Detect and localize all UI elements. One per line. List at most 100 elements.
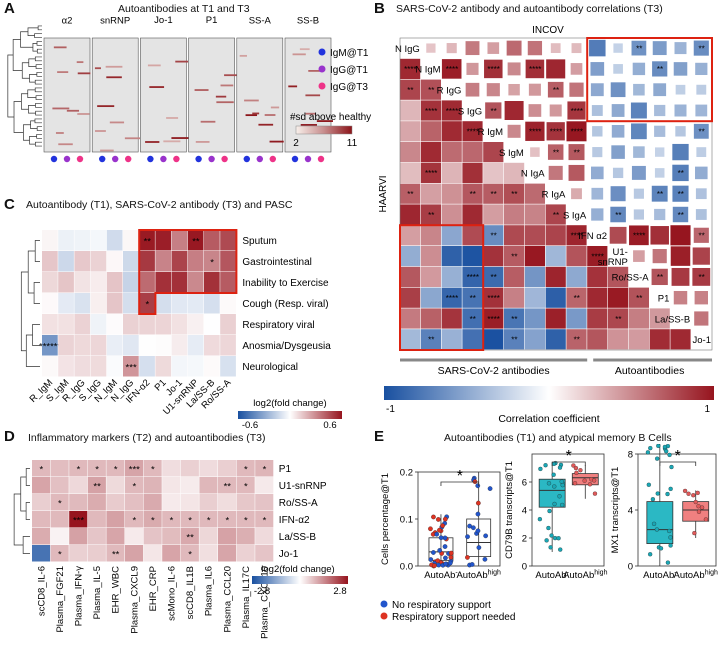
panel-a-signal-cell <box>195 141 210 143</box>
panel-b-cell <box>587 329 608 350</box>
panel-d-star: * <box>244 482 248 493</box>
panel-c-cell <box>155 335 172 356</box>
panel-c-cell <box>171 293 188 314</box>
panel-d-row-label: P1 <box>279 464 292 475</box>
panel-b-cell <box>466 62 479 75</box>
panel-a-signal-cell <box>105 65 123 68</box>
panel-b-star: **** <box>529 128 541 137</box>
panel-e-point <box>656 444 661 448</box>
panel-a-signal-cell <box>258 123 274 126</box>
panel-b-cell <box>462 246 483 267</box>
panel-c-row-label: Inability to Exercise <box>242 278 329 289</box>
panel-a-signal-cell <box>300 124 317 126</box>
panel-e-category-label: AutoAbhigh <box>563 570 608 582</box>
panel-a-signal-cell <box>53 46 67 49</box>
panel-d-cell <box>218 545 237 562</box>
panel-b-cell <box>546 59 566 79</box>
panel-b-colorbar-max: 1 <box>704 404 710 415</box>
panel-b-cell <box>611 104 625 117</box>
panel-e-point <box>574 470 579 475</box>
panel-e-point <box>440 523 445 529</box>
panel-e-point <box>651 521 657 526</box>
panel-b-cell <box>441 287 462 308</box>
panel-d-row-label: Ro/SS-A <box>279 498 318 509</box>
panel-b-cell <box>441 308 462 329</box>
panel-a-timepoint-dot <box>76 155 84 163</box>
panel-b-cell <box>504 329 525 350</box>
panel-e-point <box>662 444 668 450</box>
panel-b-cell <box>591 105 603 116</box>
dendrogram-branch <box>13 493 24 546</box>
panel-a-timepoint-dot <box>208 155 215 163</box>
panel-a-timepoint-dot <box>112 155 119 163</box>
panel-e-point <box>544 538 549 543</box>
panel-c-cell <box>139 356 155 377</box>
dendrogram-branch <box>35 95 42 100</box>
panel-a-signal-cell <box>66 109 80 112</box>
panel-b-cell <box>608 287 629 308</box>
panel-d-column-label: EHR_CRP <box>148 566 159 611</box>
panel-a-timepoint-dot <box>304 155 312 163</box>
panel-e-point <box>538 466 543 472</box>
panel-a-group-label: La/SS-B <box>297 14 319 27</box>
panel-a-timepoint-dot <box>256 155 263 163</box>
panel-e-tick-label: 2 <box>522 534 527 545</box>
panel-b-cell <box>524 329 545 350</box>
dendrogram-branch <box>30 120 38 129</box>
panel-b-variable-label: Ro/SS-A <box>612 273 650 284</box>
panel-e-tick-label: 0.1 <box>400 515 413 526</box>
panel-e-tick-label: 4 <box>522 506 527 517</box>
panel-d-star: * <box>188 550 192 561</box>
panel-b-variable-label-line: Ro/SS-A <box>612 273 650 284</box>
panel-b-cell <box>654 168 665 178</box>
panel-d-cell <box>218 494 237 511</box>
panel-d-column-label: Plasma_IL17C <box>241 566 252 628</box>
panel-b-cell <box>566 266 587 287</box>
panel-d-column-label: scCD8_IL1B <box>185 566 196 619</box>
panel-c-cell <box>74 293 91 314</box>
panel-c-cell <box>42 335 58 356</box>
panel-d-star: *** <box>73 516 84 527</box>
panel-d-cell <box>87 477 106 494</box>
panel-b-variable-label-line: La/SS-B <box>655 314 690 325</box>
panel-a-signal-cell <box>299 48 310 51</box>
panel-b-cell <box>608 308 629 329</box>
panel-e-point <box>655 456 660 461</box>
panel-e-category-label-base: AutoAb <box>535 570 566 581</box>
panel-d-cell <box>199 494 218 511</box>
panel-d-cell <box>143 494 162 511</box>
panel-c-cell <box>139 335 155 356</box>
panel-b-cell <box>628 308 649 329</box>
panel-b-star: ** <box>407 86 413 95</box>
panel-e-point <box>435 558 441 564</box>
panel-d-cell <box>143 528 162 545</box>
panel-b-cell <box>649 308 670 329</box>
panel-c-cell <box>171 251 188 272</box>
dendrogram-branch <box>35 110 42 116</box>
panel-b-star: **** <box>571 107 583 116</box>
panel-b-cell <box>654 125 666 137</box>
panel-d-cell <box>125 477 144 494</box>
panel-e-point <box>556 536 561 541</box>
panel-e-point <box>438 535 444 541</box>
panel-b-star: **** <box>425 169 437 178</box>
panel-b-cell <box>525 59 545 79</box>
panel-c-colorbar-title: log2(fold change) <box>253 398 326 409</box>
panel-b-cell <box>651 268 668 286</box>
panel-d-cell <box>87 460 106 477</box>
panel-d-cell <box>69 460 88 477</box>
panel-b-cell <box>400 121 421 142</box>
panel-e-sig-star: * <box>457 468 463 485</box>
panel-b-cell <box>566 329 587 350</box>
panel-b-cell <box>441 266 462 287</box>
panel-e-tick-label: 6 <box>522 478 527 489</box>
panel-b-star: ** <box>553 211 559 220</box>
panel-a-group-label: IFN-α2 <box>58 14 76 27</box>
panel-c-cell <box>155 314 172 335</box>
panel-b-star: ** <box>470 315 476 324</box>
panel-c-cell <box>58 356 74 377</box>
panel-b-cell <box>569 82 584 97</box>
panel-b-variable-label: R IgM <box>478 127 503 138</box>
panel-b-cell <box>610 206 626 223</box>
panel-d-star: * <box>114 465 118 476</box>
